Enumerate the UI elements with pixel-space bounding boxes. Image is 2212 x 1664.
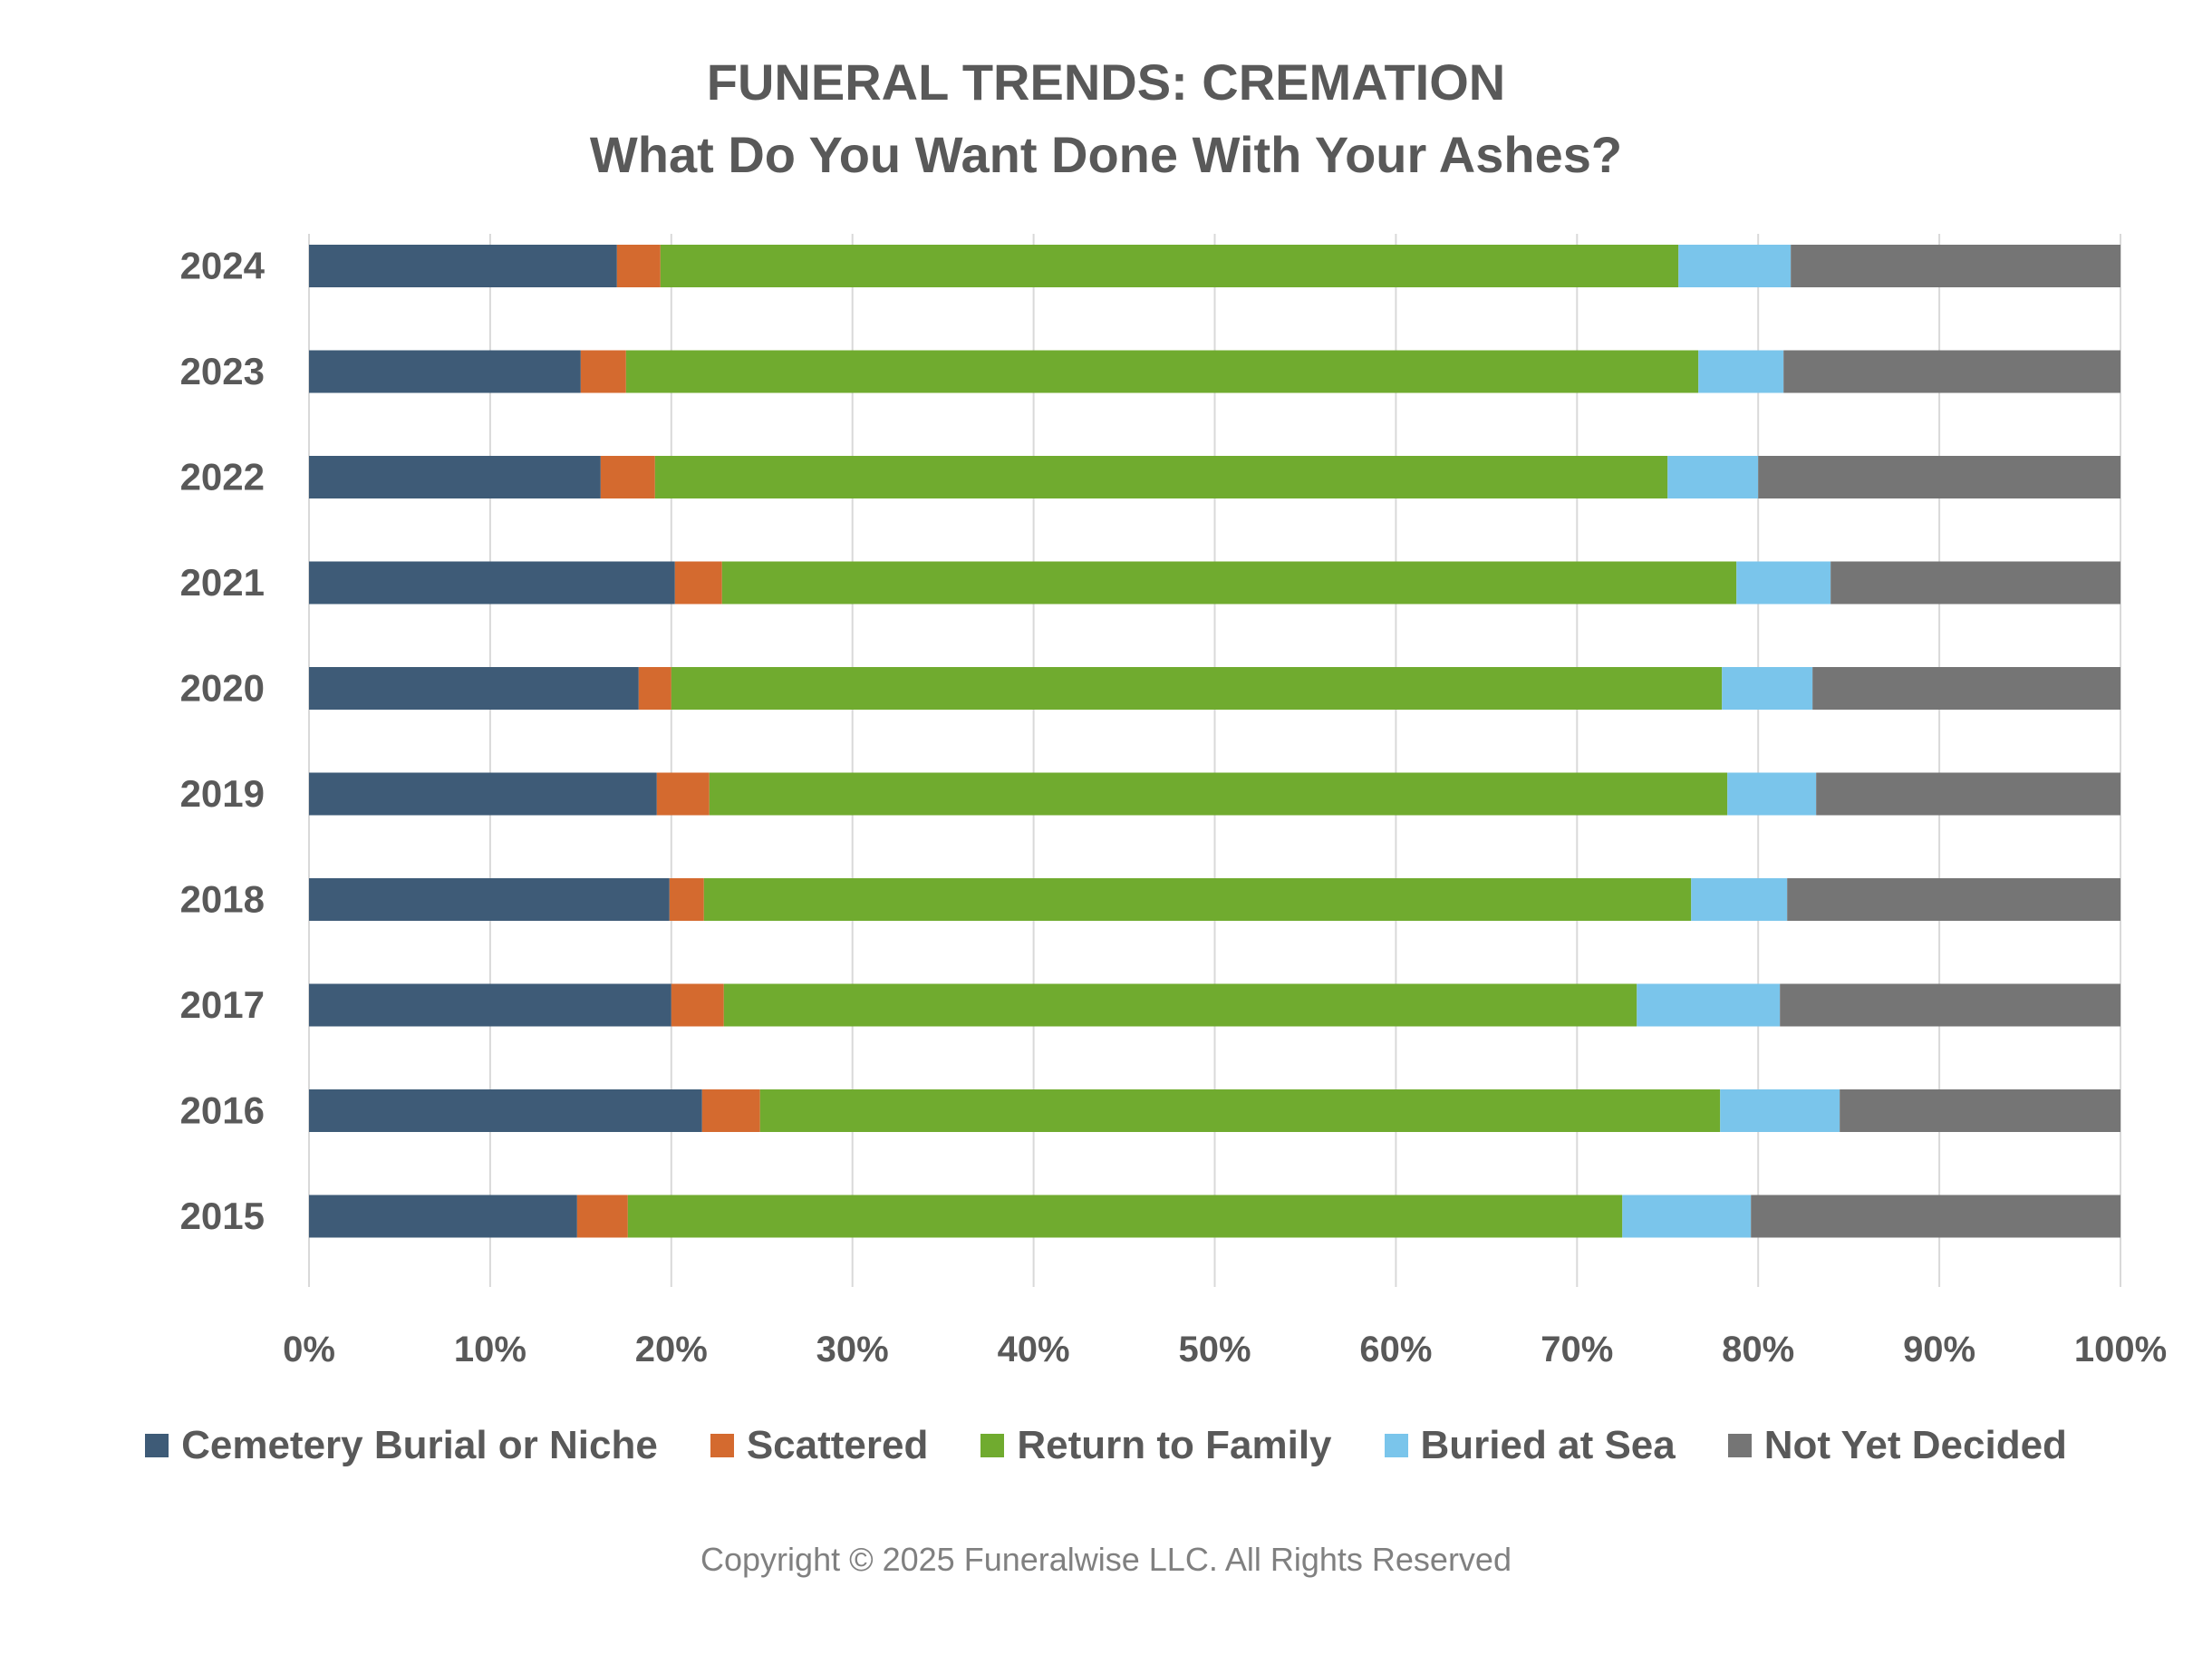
chart-title: FUNERAL TRENDS: CREMATION [706, 53, 1506, 111]
bar-segment [576, 1195, 628, 1238]
bar-segment [1667, 456, 1759, 498]
legend-label: Return to Family [1017, 1423, 1332, 1467]
bar-segment [309, 667, 639, 710]
bar-segment [660, 245, 1679, 287]
legend-label: Cemetery Burial or Niche [181, 1423, 658, 1467]
bar-segment [309, 350, 581, 393]
bar-segment [1691, 878, 1788, 921]
bar-segment [616, 245, 661, 287]
bar-segment [1736, 561, 1831, 605]
y-tick-label: 2020 [180, 667, 265, 710]
bar-segment [580, 350, 626, 393]
legend-swatch [1727, 1434, 1752, 1457]
y-tick-label: 2015 [180, 1195, 265, 1237]
bar-segment [1787, 878, 2120, 921]
x-tick-label: 10% [454, 1330, 526, 1369]
bar-segment [1722, 667, 1813, 710]
y-tick-label: 2016 [180, 1089, 265, 1132]
x-tick-label: 90% [1903, 1330, 1975, 1369]
x-tick-label: 50% [1178, 1330, 1251, 1369]
bar-segment [654, 456, 1668, 498]
bar-segment [1783, 350, 2120, 393]
legend-label: Not Yet Decided [1763, 1423, 2067, 1467]
bar-segment [625, 350, 1699, 393]
bar-segment [309, 772, 657, 816]
x-tick-label: 40% [998, 1330, 1070, 1369]
bar-segment [671, 667, 1723, 710]
bar-segment [627, 1195, 1623, 1238]
bar-segment [1637, 983, 1781, 1027]
x-tick-label: 80% [1722, 1330, 1794, 1369]
x-tick-label: 0% [283, 1330, 335, 1369]
legend-item: Return to Family [980, 1423, 1332, 1468]
legend-swatch [980, 1434, 1005, 1457]
y-tick-label: 2017 [180, 983, 265, 1026]
bar-segment [638, 667, 671, 710]
bar-segment [1758, 456, 2120, 498]
bar-segment [674, 561, 722, 605]
bar-segment [600, 456, 655, 498]
bar-segment [309, 1089, 702, 1132]
bar-segment [309, 1195, 577, 1238]
chart-subtitle: What Do You Want Done With Your Ashes? [589, 126, 1623, 183]
bar-segment [1816, 772, 2120, 816]
x-tick-label: 60% [1359, 1330, 1432, 1369]
legend-swatch [145, 1434, 169, 1457]
bar-segment [1840, 1089, 2120, 1132]
bar-segment [709, 772, 1728, 816]
bar-segment [703, 878, 1692, 921]
y-tick-label: 2018 [180, 878, 265, 921]
legend-swatch [710, 1434, 734, 1457]
x-tick-label: 20% [635, 1330, 708, 1369]
bar-segment [1678, 245, 1792, 287]
bar-segment [1720, 1089, 1840, 1132]
y-tick-label: 2019 [180, 772, 265, 815]
legend-item: Scattered [710, 1423, 929, 1468]
copyright-notice: Copyright © 2025 Funeralwise LLC. All Ri… [700, 1541, 1512, 1578]
bar-segment [723, 983, 1637, 1027]
y-tick-label: 2022 [180, 456, 265, 498]
bar-segment [669, 878, 704, 921]
legend-item: Buried at Sea [1384, 1423, 1676, 1468]
y-tick-label: 2024 [180, 245, 266, 287]
legend-swatch [1384, 1434, 1408, 1457]
x-tick-label: 30% [816, 1330, 889, 1369]
bar-segment [1780, 983, 2120, 1027]
legend-item: Cemetery Burial or Niche [145, 1423, 658, 1468]
x-tick-label: 70% [1541, 1330, 1613, 1369]
bar-segment [309, 983, 671, 1027]
bar-segment [1698, 350, 1784, 393]
bar-segment [1727, 772, 1817, 816]
bar-segment [309, 561, 675, 605]
bar-segment [671, 983, 724, 1027]
bar-segment [309, 245, 617, 287]
legend-label: Scattered [746, 1423, 929, 1467]
bar-segment [1830, 561, 2120, 605]
bar-segment [721, 561, 1737, 605]
bar-segment [1622, 1195, 1752, 1238]
bar-segment [1751, 1195, 2120, 1238]
y-tick-label: 2021 [180, 561, 265, 604]
bar-segment [759, 1089, 1721, 1132]
chart-legend: Cemetery Burial or Niche Scattered Return … [0, 1423, 2212, 1468]
bar-segment [656, 772, 710, 816]
bar-segment [701, 1089, 760, 1132]
x-tick-label: 100% [2074, 1330, 2167, 1369]
bar-segment [309, 878, 670, 921]
legend-item: Not Yet Decided [1727, 1423, 2067, 1468]
bar-segment [1791, 245, 2120, 287]
bar-segment [1812, 667, 2120, 710]
bar-segment [309, 456, 601, 498]
legend-label: Buried at Sea [1420, 1423, 1676, 1467]
y-tick-label: 2023 [180, 350, 265, 392]
